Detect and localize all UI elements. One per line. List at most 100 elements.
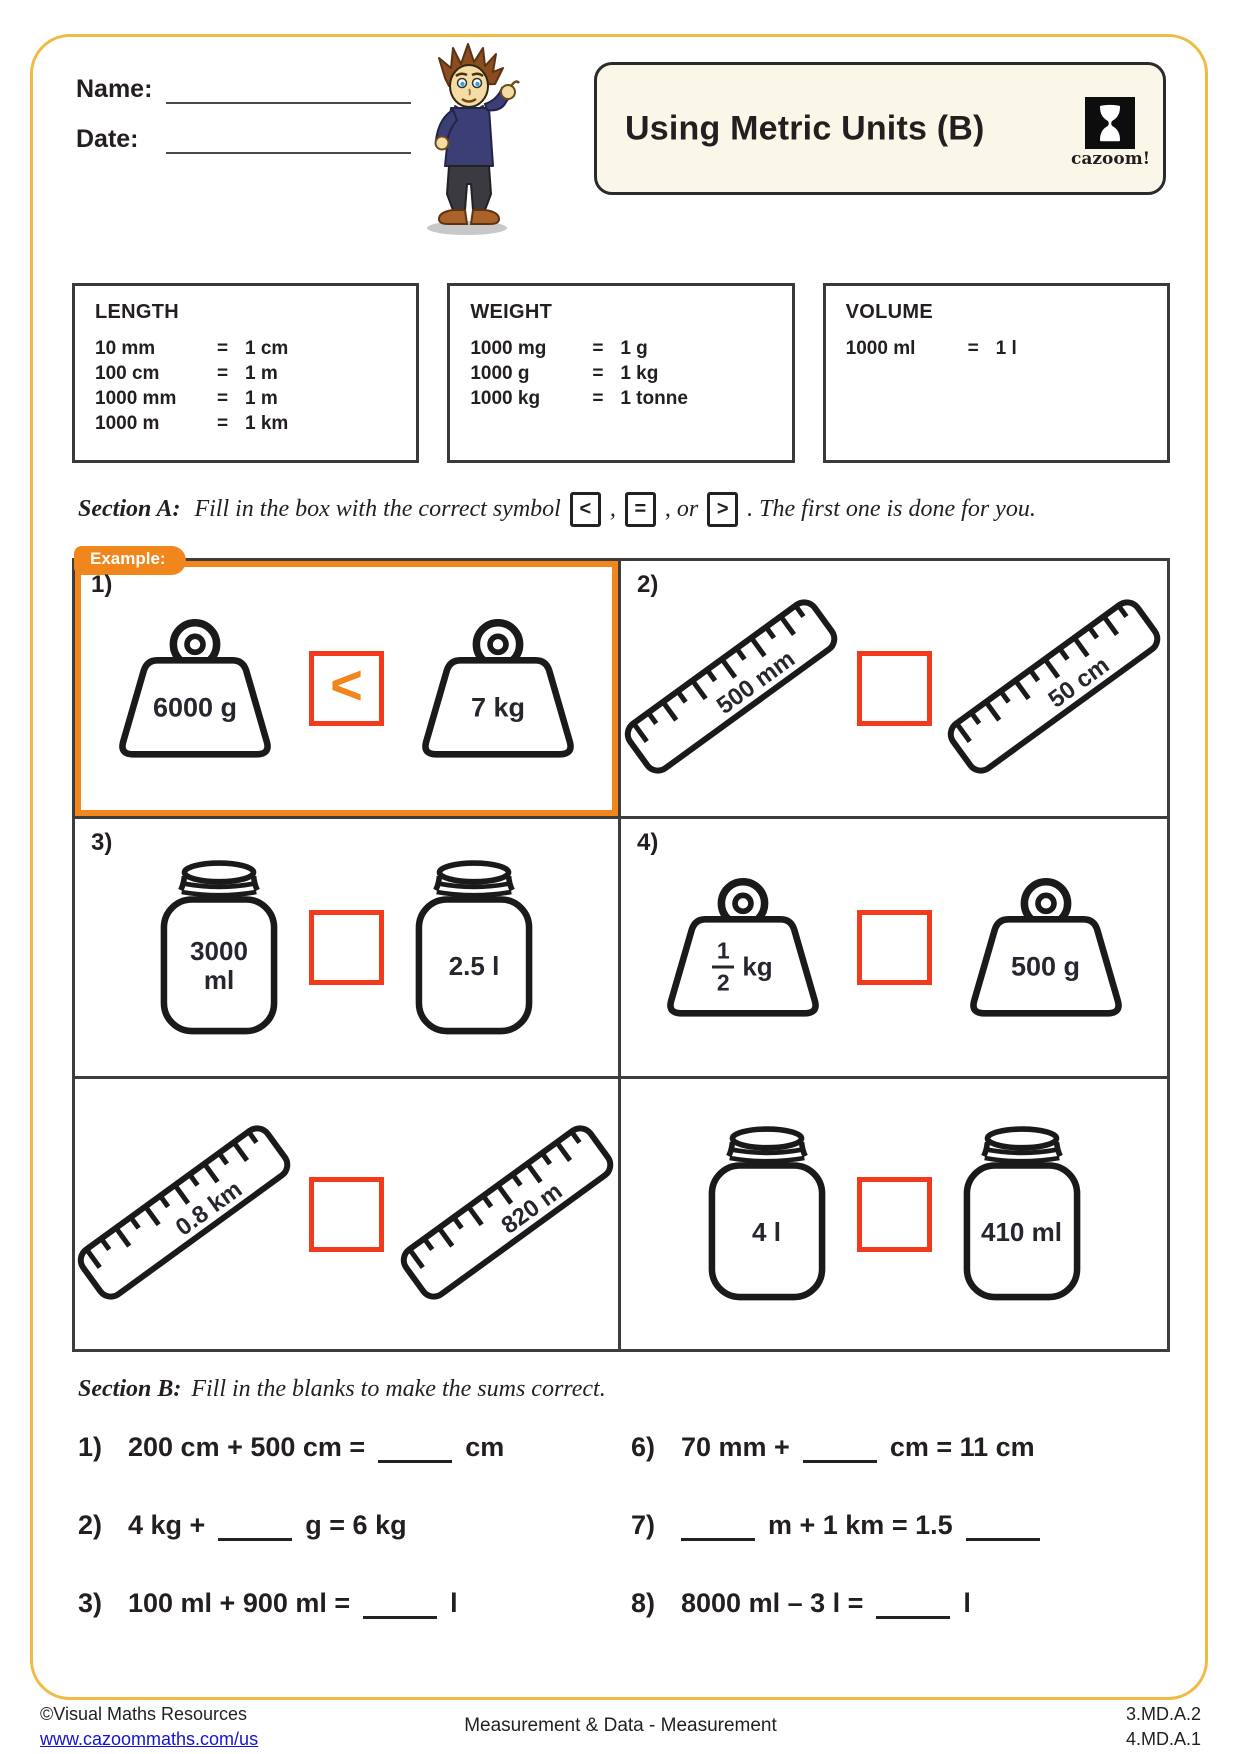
expression-text: 100 ml + 900 ml = (128, 1588, 351, 1618)
instruction-text: . The first one is done for you. (747, 496, 1036, 522)
section-b-label: Section B: (78, 1376, 182, 1402)
expression-text: cm (465, 1432, 505, 1462)
answer-box[interactable] (309, 910, 384, 985)
reference-value: 1 m (245, 363, 278, 384)
section-a-problem-cell: 4 l 410 ml (621, 1079, 1167, 1349)
section-a-problem-cell: Example: 1) 6000 g < 7 kg (74, 546, 621, 819)
expression-text: cm = 11 cm (889, 1432, 1035, 1462)
answer-box[interactable] (309, 1176, 384, 1252)
problem-number: 2) (637, 571, 659, 598)
problem-number: 1) (78, 1432, 103, 1462)
reference-value: 1 m (245, 388, 278, 409)
item-value-label: 1 2 kg (649, 939, 837, 995)
answer-box[interactable] (856, 651, 932, 726)
reference-box-title: WEIGHT (470, 301, 553, 323)
reference-boxes: LENGTH 10 mm = 1 cm 100 cm = 1 m 1000 mm = 1 m 100… (72, 283, 1170, 463)
fraction-unit: kg (742, 951, 773, 982)
reference-rows: 1000 mg = 1 g 1000 g = 1 kg 1000 kg = 1 tonne (470, 336, 771, 411)
section-b-problem: 6) 70 mm + cm = 11 cm (631, 1432, 1178, 1463)
ruler-icon: 50 cm (947, 596, 1161, 781)
reference-value: 1 kg (620, 363, 659, 384)
problem-expression: 8000 ml – 3 l = l (681, 1588, 971, 1619)
item-value-label: 4 l (752, 1217, 781, 1248)
weight-icon: 6000 g (101, 614, 289, 764)
jar-icon: 2.5 l (404, 853, 544, 1043)
section-a-problem-cell: 0.8 km 820 m (75, 1079, 621, 1349)
footer-left: ©Visual Maths Resources www.cazoommaths.… (40, 1702, 427, 1752)
weight-icon: 7 kg (404, 614, 592, 764)
item-value-label: 2.5 l (448, 950, 500, 981)
equals-sign: = (217, 388, 229, 409)
equals-sign: = (217, 413, 229, 434)
equals-sign: = (217, 363, 229, 384)
name-field-row: Name: (76, 74, 411, 104)
equals-sign: = (967, 338, 979, 359)
expression-text: m + 1 km = 1.5 (768, 1510, 953, 1540)
section-b-instruction-text: Fill in the blanks to make the sums corr… (191, 1376, 606, 1402)
name-label: Name: (76, 75, 153, 103)
footer: ©Visual Maths Resources www.cazoommaths.… (40, 1702, 1201, 1752)
item-value-label: 7 kg (470, 692, 526, 723)
ruler-icon: 500 mm (624, 596, 838, 781)
answer-box[interactable]: < (309, 651, 384, 726)
date-label: Date: (76, 125, 139, 153)
answer-blank[interactable] (681, 1511, 755, 1541)
expression-text: g = 6 kg (305, 1510, 407, 1540)
reference-box-weight: WEIGHT 1000 mg = 1 g 1000 g = 1 kg 1000 kg = 1 to… (447, 283, 795, 463)
symbol-box-less-than: < (569, 492, 601, 527)
answer-blank[interactable] (218, 1511, 293, 1541)
item-value-label: 3000 ml (190, 935, 248, 996)
answer-blank[interactable] (876, 1589, 951, 1619)
section-b-problem: 3) 100 ml + 900 ml = l (78, 1588, 625, 1619)
footer-topic: Measurement & Data - Measurement (464, 1715, 777, 1736)
section-a-grid: Example: 1) 6000 g < 7 kg 2) 500 mm 50 cm 3)… (72, 546, 1170, 1352)
symbol-box-equals: = (624, 492, 656, 527)
header-fields: Name: Date: (76, 74, 411, 174)
reference-value: 1 l (995, 338, 1017, 359)
answer-box[interactable] (856, 1176, 932, 1252)
reference-value: 1 tonne (620, 388, 688, 409)
instruction-text: Fill in the box with the correct symbol (194, 496, 561, 522)
problem-expression: 100 ml + 900 ml = l (128, 1588, 458, 1619)
reference-box-title: LENGTH (95, 301, 180, 323)
cazoom-logo-text: cazoom! (1071, 149, 1151, 169)
expression-text: 4 kg + (128, 1510, 206, 1540)
copyright-text: ©Visual Maths Resources (40, 1704, 248, 1724)
answer-blank[interactable] (378, 1433, 453, 1463)
weight-icon: 500 g (952, 873, 1140, 1023)
symbol-box-greater-than: > (707, 492, 739, 527)
problem-number: 1) (91, 571, 113, 598)
problem-expression: 70 mm + cm = 11 cm (681, 1432, 1035, 1463)
jar-icon: 3000 ml (149, 853, 289, 1043)
instruction-text: , (609, 496, 616, 522)
answer-box[interactable] (856, 910, 932, 985)
problem-number: 3) (91, 829, 113, 856)
expression-text: 200 cm + 500 cm = (128, 1432, 366, 1462)
problem-expression: 4 kg + g = 6 kg (128, 1510, 407, 1541)
reference-value: 1 g (620, 338, 648, 359)
equals-sign: = (217, 338, 229, 359)
problem-expression: m + 1 km = 1.5 (681, 1510, 1040, 1541)
reference-rows: 10 mm = 1 cm 100 cm = 1 m 1000 mm = 1 m 1000 m = 1 … (95, 336, 396, 436)
problem-number: 3) (78, 1588, 103, 1618)
expression-text: 8000 ml – 3 l = (681, 1588, 864, 1618)
date-input-line[interactable] (166, 124, 411, 154)
answer-blank[interactable] (965, 1511, 1040, 1541)
section-a-problem-cell: 3) 3000 ml 2.5 l (75, 819, 621, 1079)
equals-sign: = (592, 363, 604, 384)
page-border (30, 34, 1208, 1700)
reference-box-title: VOLUME (845, 301, 934, 323)
reference-value: 1 km (245, 413, 289, 434)
section-b-problem: 1) 200 cm + 500 cm = cm (78, 1432, 625, 1463)
name-input-line[interactable] (166, 74, 411, 104)
problem-number: 7) (631, 1510, 656, 1540)
reference-value: 1 cm (245, 338, 289, 359)
answer-blank[interactable] (802, 1433, 877, 1463)
website-link[interactable]: www.cazoommaths.com/us (40, 1729, 259, 1749)
section-b-problems: 1) 200 cm + 500 cm = cm 6) 70 mm + cm = 11 cm… (78, 1432, 1178, 1619)
standard-code-2: 4.MD.A.1 (1125, 1729, 1201, 1749)
reference-value: 1000 kg (470, 388, 541, 409)
answer-blank[interactable] (363, 1589, 438, 1619)
expression-text: l (450, 1588, 458, 1618)
